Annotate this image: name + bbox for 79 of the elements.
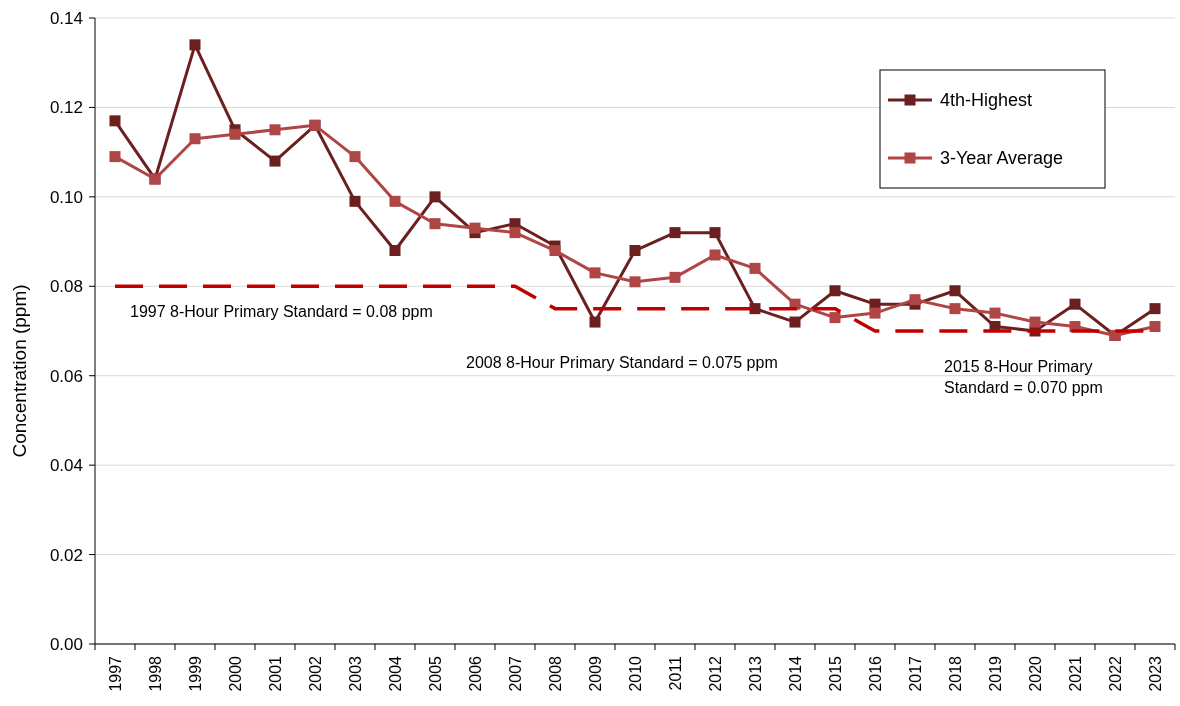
y-tick-label: 0.00 [49,634,83,654]
x-tick-label: 2014 [787,655,804,692]
point [269,155,281,167]
point [909,294,921,306]
annotation: 1997 8-Hour Primary Standard = 0.08 ppm [130,303,433,320]
annotation: 2015 8-Hour Primary Standard = 0.070 ppm [944,358,1103,396]
y-tick-label: 0.04 [49,456,83,476]
point [589,267,601,279]
x-tick-label: 2019 [987,655,1004,692]
x-tick-label: 2012 [707,655,724,692]
point [109,115,121,127]
point [1029,316,1041,328]
point [989,307,1001,319]
point [189,39,201,51]
x-tick-label: 2017 [907,655,924,692]
point [509,227,521,239]
x-tick-label: 2000 [227,655,244,692]
point [549,245,561,257]
point [829,312,841,324]
x-tick-label: 2008 [547,655,564,692]
point [669,227,681,239]
point [429,218,441,230]
point [949,285,961,297]
point [709,249,721,261]
point [789,316,801,328]
point [829,285,841,297]
x-tick-label: 2004 [387,655,404,692]
x-tick-label: 2021 [1067,655,1084,692]
point [349,195,361,207]
x-tick-label: 2001 [267,655,284,692]
point [269,124,281,136]
point [949,303,961,315]
point [749,262,761,274]
point [629,245,641,257]
point [869,307,881,319]
x-tick-label: 1997 [107,655,124,692]
y-tick-label: 0.02 [49,545,83,565]
x-tick-label: 2002 [307,655,324,692]
x-tick-label: 2015 [827,655,844,692]
x-tick-label: 2023 [1147,655,1164,692]
y-tick-label: 0.06 [49,366,83,386]
point [429,191,441,203]
x-tick-label: 2020 [1027,655,1044,692]
x-tick-label: 2006 [467,655,484,692]
y-tick-label: 0.08 [49,277,83,297]
point [589,316,601,328]
point [709,227,721,239]
x-tick-label: 1999 [187,655,204,692]
x-tick-label: 2011 [667,655,684,691]
point [389,195,401,207]
x-tick-label: 2022 [1107,655,1124,692]
point [469,222,481,234]
point [229,128,241,140]
point [189,133,201,145]
point [669,271,681,283]
x-tick-label: 2005 [427,655,444,692]
point [349,151,361,163]
y-tick-label: 0.12 [49,98,83,118]
y-tick-label: 0.10 [49,187,83,207]
x-tick-label: 2016 [867,655,884,692]
point [1149,303,1161,315]
point [109,151,121,163]
point [389,245,401,257]
point [629,276,641,288]
x-tick-label: 2003 [347,655,364,692]
x-tick-label: 1998 [147,655,164,692]
y-axis-title: Concentration (ppm) [9,284,30,458]
x-tick-label: 2009 [587,655,604,692]
annotation: 2008 8-Hour Primary Standard = 0.075 ppm [466,354,778,371]
x-tick-label: 2013 [747,655,764,692]
legend-label: 3-Year Average [940,148,1064,169]
point [749,303,761,315]
y-tick-label: 0.14 [49,8,83,28]
point [1149,321,1161,333]
x-tick-label: 2018 [947,655,964,692]
legend-label: 4th-Highest [940,90,1033,111]
x-tick-label: 2007 [507,655,524,692]
x-tick-label: 2010 [627,655,644,692]
point [1069,298,1081,310]
